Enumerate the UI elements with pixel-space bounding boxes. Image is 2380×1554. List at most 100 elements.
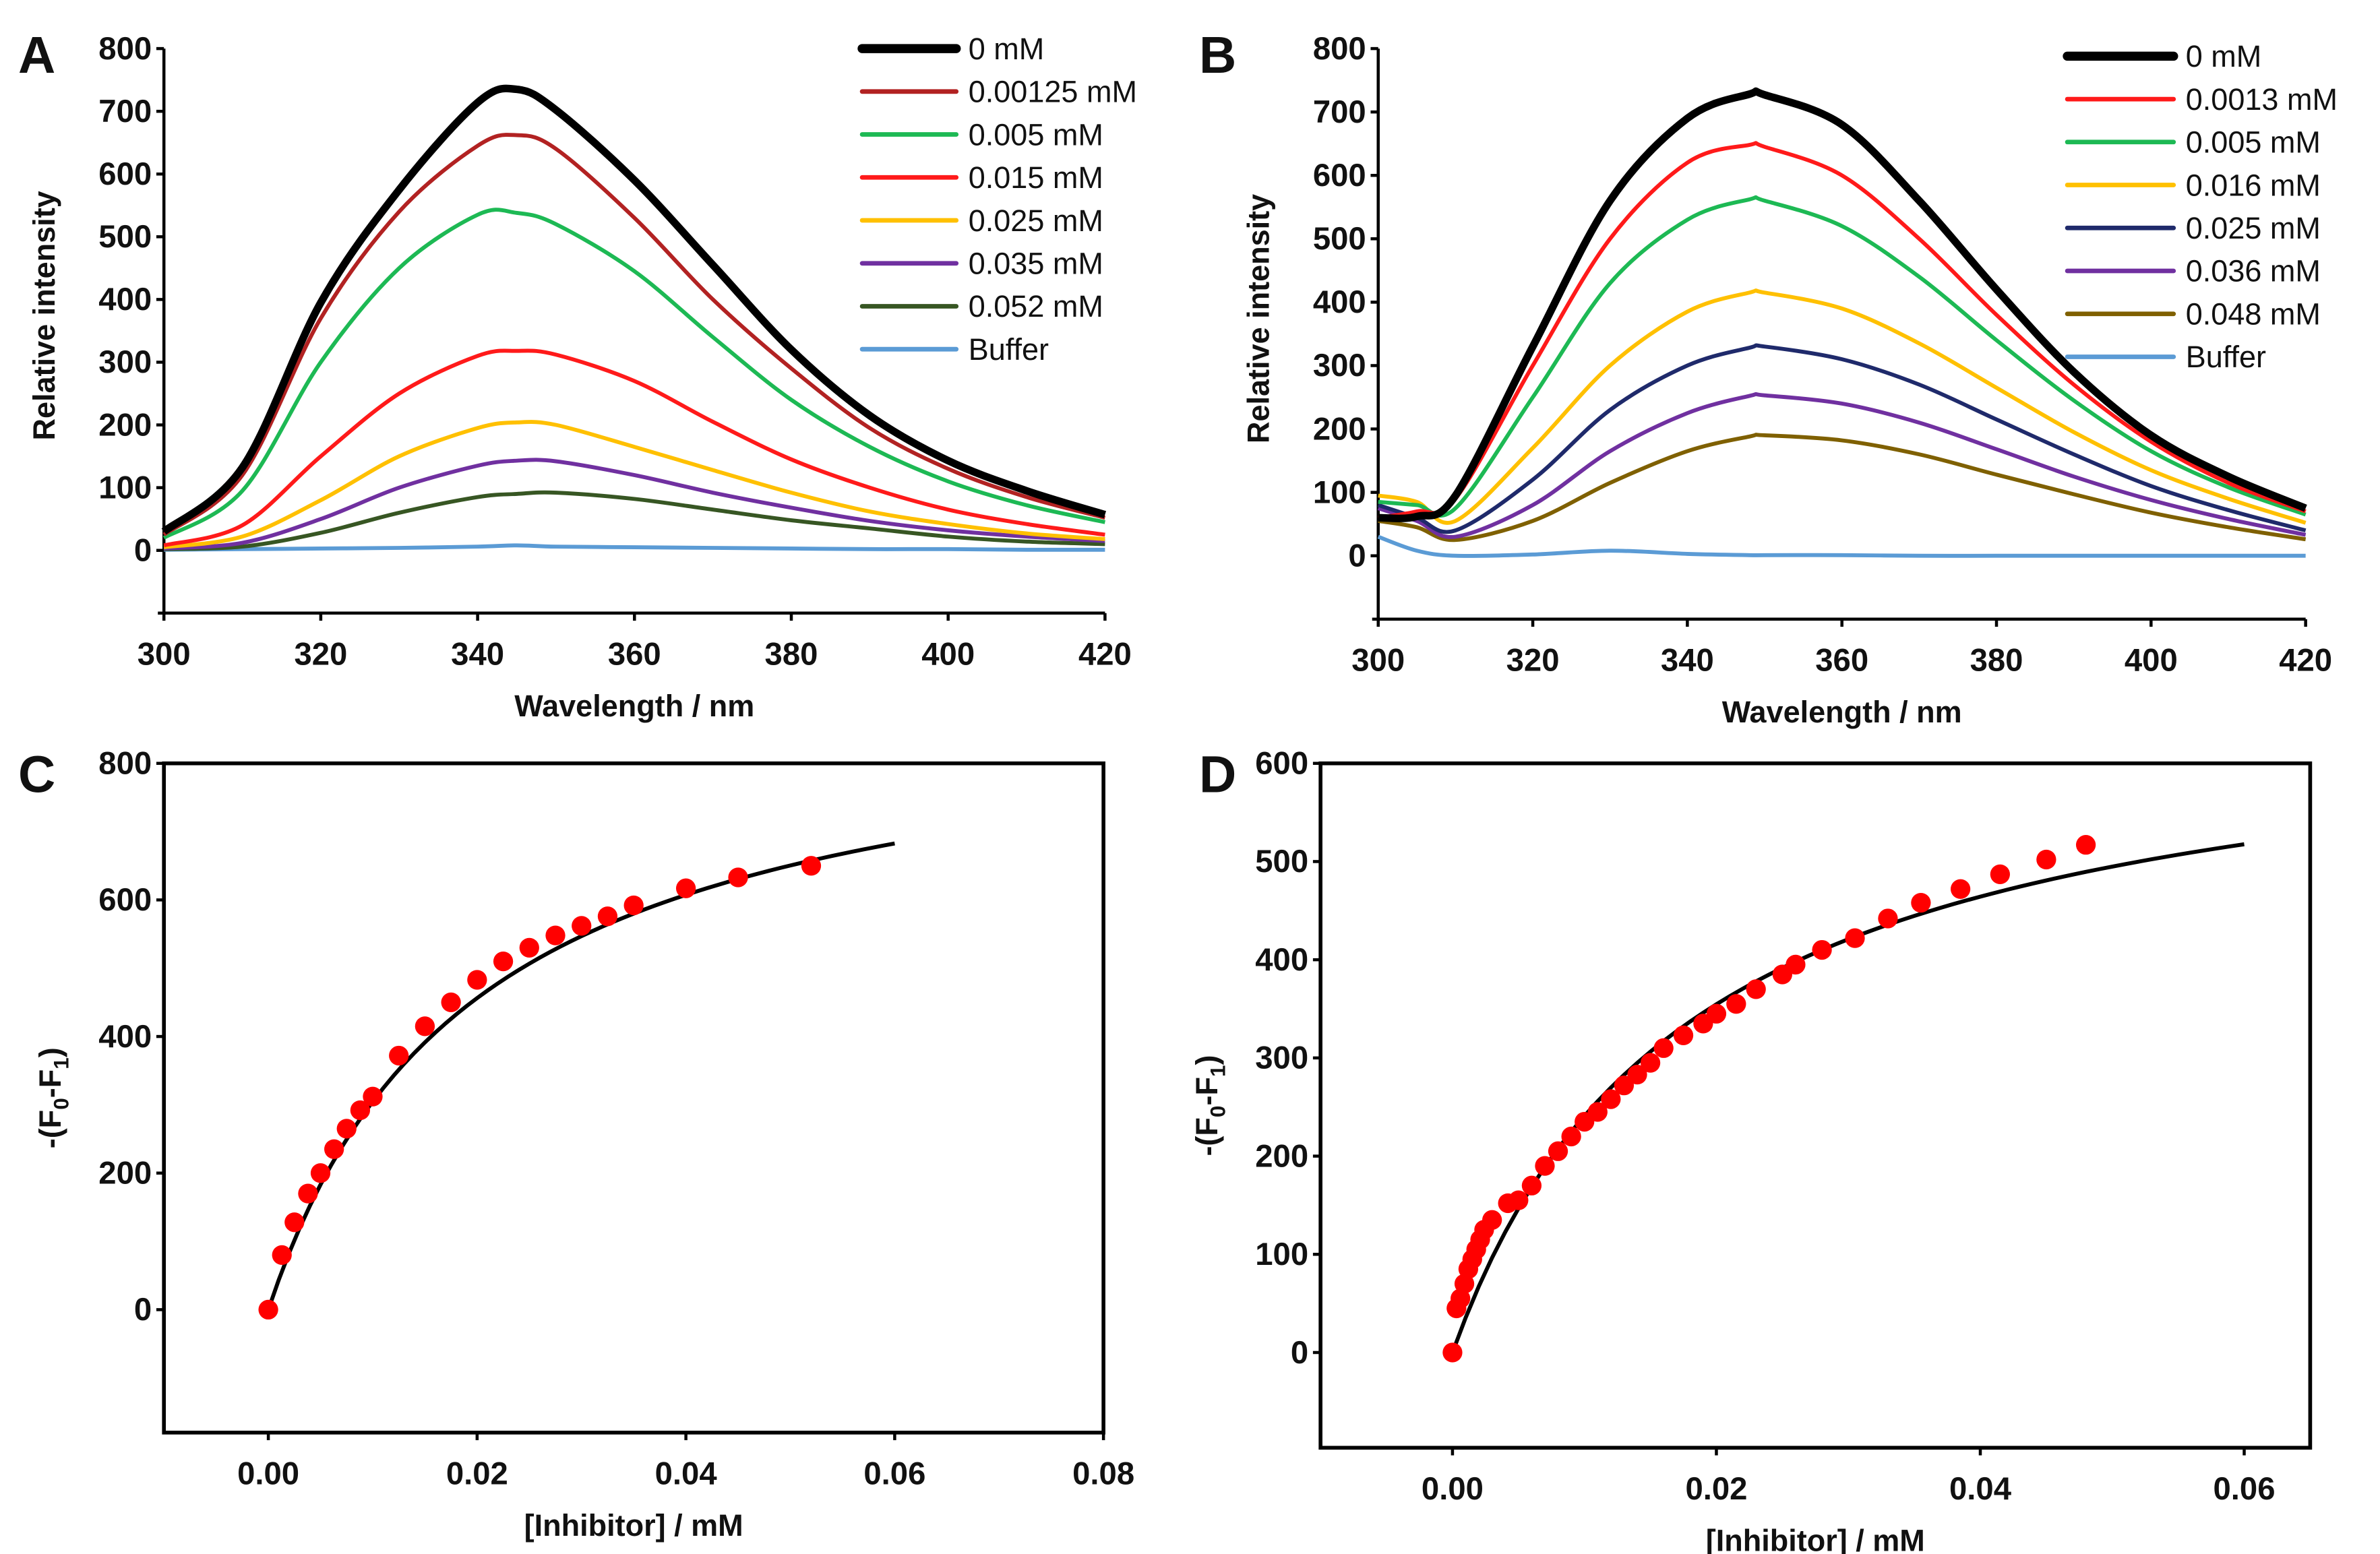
panel-label: C <box>18 747 55 804</box>
series-line-1 <box>1378 141 2307 520</box>
series-line-2 <box>1378 195 2307 518</box>
data-point <box>1726 994 1746 1014</box>
legend-label: 0 mM <box>2186 39 2262 73</box>
y-axis-title-subscript: 1 <box>49 1057 73 1069</box>
data-point <box>572 916 592 936</box>
y-tick-label: 600 <box>1313 158 1366 193</box>
series-line-5 <box>1377 392 2307 539</box>
legend-label: 0.0013 mM <box>2186 82 2338 117</box>
x-axis-title: Wavelength / nm <box>1722 695 1962 729</box>
data-point <box>467 970 487 990</box>
x-tick-label: 340 <box>1661 642 1714 678</box>
x-tick-label: 420 <box>1078 636 1132 672</box>
data-point <box>1653 1038 1674 1058</box>
data-point <box>1950 879 1971 899</box>
x-tick-label: 380 <box>1970 642 2023 678</box>
data-point <box>493 951 514 972</box>
x-tick-label: 400 <box>2125 642 2178 678</box>
x-tick-label: 360 <box>1815 642 1868 678</box>
y-tick-label: 800 <box>98 31 152 67</box>
plot-frame <box>162 761 1105 1435</box>
x-tick-label: 320 <box>294 636 347 672</box>
data-point <box>1786 954 1806 975</box>
y-tick-label: 200 <box>98 1156 152 1191</box>
x-tick-label: 0.06 <box>2214 1471 2276 1507</box>
y-axis-title-subscript: 0 <box>1205 1106 1229 1118</box>
y-tick-label: 0 <box>1348 538 1366 573</box>
data-point <box>1521 1175 1542 1195</box>
data-point <box>324 1139 344 1159</box>
y-axis-title: -(F0-F1) <box>1190 1055 1229 1156</box>
y-tick-label: 400 <box>1313 284 1366 320</box>
legend-label: 0.025 mM <box>2186 211 2321 245</box>
series-line-4 <box>1377 343 2307 534</box>
x-tick-label: 0.02 <box>1685 1471 1747 1507</box>
data-point <box>519 937 539 958</box>
y-tick-label: 200 <box>98 407 152 443</box>
y-tick-label: 0 <box>134 532 152 568</box>
x-tick-label: 300 <box>138 636 191 672</box>
data-point <box>1640 1053 1661 1073</box>
data-point <box>623 895 644 916</box>
y-axis-title-subscript: 0 <box>49 1098 73 1110</box>
data-point <box>1614 1076 1635 1096</box>
x-axis-title: [Inhibitor] / mM <box>1706 1523 1925 1554</box>
data-point <box>336 1119 357 1139</box>
y-tick-label: 400 <box>98 1019 152 1055</box>
legend-label: 0.005 mM <box>969 117 1103 152</box>
panel-b-spectra-chart: B 0 100 200 300 400 500 600 700 800 300 320 340 360 38… <box>1199 27 2338 729</box>
series-line-1 <box>162 133 1106 536</box>
data-point <box>1878 908 1898 929</box>
y-tick-label: 800 <box>1313 31 1366 67</box>
y-tick-label: 100 <box>1255 1237 1308 1272</box>
legend-label: Buffer <box>2186 340 2266 374</box>
y-tick-label: 300 <box>98 344 152 380</box>
series-line-3 <box>163 348 1105 548</box>
data-point <box>1990 864 2010 885</box>
y-axis-title-part: -F <box>1190 1077 1224 1106</box>
y-tick-label: 400 <box>98 282 152 317</box>
panel-label: A <box>18 27 55 84</box>
data-point <box>2036 849 2056 870</box>
legend-label: 0 mM <box>969 32 1045 66</box>
legend-label: 0.025 mM <box>969 204 1103 238</box>
y-tick-label: 300 <box>1313 348 1366 383</box>
series-line-5 <box>163 458 1105 551</box>
data-point <box>801 856 822 876</box>
x-tick-label: 360 <box>608 636 661 672</box>
x-tick-label: 0.02 <box>446 1456 508 1491</box>
legend-label: 0.005 mM <box>2186 125 2321 160</box>
legend-label: 0.052 mM <box>969 289 1103 323</box>
data-point <box>1442 1342 1463 1363</box>
data-point <box>1601 1089 1621 1109</box>
data-point <box>728 867 748 888</box>
y-tick-label: 200 <box>1255 1138 1308 1174</box>
data-point <box>597 906 618 927</box>
data-point <box>310 1163 331 1183</box>
y-tick-label: 400 <box>1255 942 1308 978</box>
y-axis-title-part: ) <box>33 1047 67 1057</box>
y-tick-label: 300 <box>1255 1040 1308 1076</box>
data-point <box>1812 939 1832 960</box>
series-line-6 <box>1378 433 2307 542</box>
data-point <box>441 992 461 1013</box>
series-line-7 <box>1377 534 2306 558</box>
legend-label: 0.036 mM <box>2186 254 2321 288</box>
x-tick-label: 400 <box>921 636 975 672</box>
data-point <box>1673 1025 1694 1045</box>
y-axis-title-part: ) <box>1190 1055 1224 1065</box>
x-tick-label: 300 <box>1351 642 1405 678</box>
y-tick-label: 0 <box>134 1292 152 1328</box>
x-tick-label: 0.04 <box>655 1456 718 1491</box>
data-point <box>1548 1141 1568 1161</box>
data-point <box>1561 1126 1581 1147</box>
data-point <box>415 1016 435 1036</box>
panel-c-binding-chart: C 0 200 400 600 800 0.00 0.02 0.04 0.06 0.08 [Inhib… <box>18 745 1134 1542</box>
fit-curve <box>266 841 895 1311</box>
data-point <box>1535 1156 1555 1176</box>
y-axis-title: Relative intensity <box>1242 194 1276 443</box>
panel-a-spectra-chart: A 0 100 200 300 400 500 600 700 800 300 320 340 360 38… <box>18 27 1137 723</box>
y-tick-label: 700 <box>1313 94 1366 130</box>
legend-label: 0.035 mM <box>969 246 1103 280</box>
data-point <box>389 1045 409 1066</box>
